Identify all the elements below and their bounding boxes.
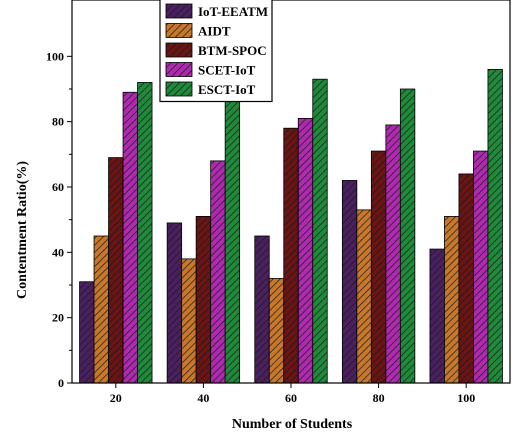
bar-aidt-60 bbox=[268, 278, 285, 384]
x-tick-label: 40 bbox=[197, 391, 209, 405]
bar-esct-iot-60 bbox=[312, 78, 328, 384]
bars-layer bbox=[79, 69, 503, 384]
bar-iot-eeatm-20 bbox=[79, 281, 95, 384]
x-tick-label: 60 bbox=[285, 391, 297, 405]
y-tick-label: 40 bbox=[52, 245, 64, 259]
bar-esct-iot-100 bbox=[487, 69, 503, 384]
legend: IoT-EEATM AIDT BTM-SPOC SCET-IoT ESCT-IoT bbox=[159, 0, 273, 103]
legend-swatch bbox=[165, 81, 193, 97]
x-tick-label: 100 bbox=[457, 391, 475, 405]
axes-layer: 0 20 40 60 80 100 20 40 60 80 100 bbox=[46, 0, 511, 405]
bar-btm-spoc-80 bbox=[370, 150, 387, 384]
bar-scet-iot-60 bbox=[297, 118, 314, 384]
legend-swatch bbox=[165, 62, 193, 77]
y-tick-label: 100 bbox=[46, 49, 64, 63]
legend-label: ESCT-IoT bbox=[198, 82, 256, 97]
bar-btm-spoc-40 bbox=[195, 215, 212, 384]
legend-swatch bbox=[165, 42, 193, 58]
bar-iot-eeatm-100 bbox=[429, 248, 445, 384]
bar-btm-spoc-60 bbox=[283, 127, 299, 384]
bar-scet-iot-40 bbox=[210, 160, 226, 384]
bar-esct-iot-80 bbox=[399, 88, 416, 384]
y-tick-label: 60 bbox=[52, 180, 64, 194]
y-axis-label: Contentment Ratio(%) bbox=[15, 161, 30, 299]
bar-aidt-20 bbox=[93, 235, 109, 384]
bar-iot-eeatm-60 bbox=[254, 235, 270, 384]
x-axis-label: Number of Students bbox=[232, 417, 353, 432]
legend-swatch bbox=[165, 3, 193, 19]
y-tick-label: 0 bbox=[58, 376, 64, 390]
bar-btm-spoc-100 bbox=[458, 173, 474, 384]
legend-swatch bbox=[165, 23, 193, 38]
bar-esct-iot-40 bbox=[224, 91, 241, 384]
bar-esct-iot-20 bbox=[137, 82, 153, 384]
legend-label: BTM-SPOC bbox=[198, 43, 267, 58]
legend-label: SCET-IoT bbox=[198, 63, 256, 78]
bar-aidt-80 bbox=[356, 209, 372, 384]
bar-btm-spoc-20 bbox=[108, 157, 124, 384]
bar-scet-iot-100 bbox=[473, 150, 489, 384]
bar-aidt-40 bbox=[181, 258, 197, 384]
x-tick-label: 80 bbox=[373, 391, 385, 405]
bar-iot-eeatm-80 bbox=[341, 180, 358, 384]
bar-iot-eeatm-40 bbox=[166, 222, 183, 384]
x-tick-label: 20 bbox=[110, 391, 122, 405]
legend-label: AIDT bbox=[198, 24, 231, 39]
bar-aidt-100 bbox=[444, 215, 460, 384]
y-tick-label: 20 bbox=[52, 311, 64, 325]
bar-scet-iot-80 bbox=[385, 124, 401, 384]
legend-label: IoT-EEATM bbox=[198, 4, 268, 19]
bar-scet-iot-20 bbox=[122, 91, 138, 384]
y-tick-label: 80 bbox=[52, 115, 64, 129]
